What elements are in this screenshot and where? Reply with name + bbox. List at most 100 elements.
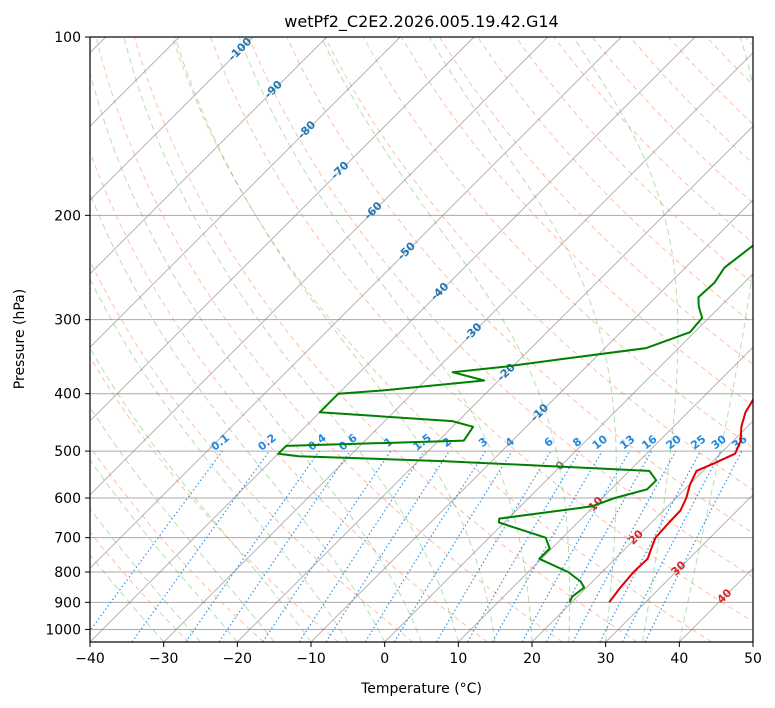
x-tick-label: 30	[597, 651, 615, 667]
dry-adiabat-line	[133, 37, 638, 642]
x-axis: −40 −30 −20 −10 0 10 20 30 40 50	[75, 642, 762, 667]
moist-adiabat-line	[572, 37, 679, 642]
mixing-ratio-line	[298, 450, 425, 642]
isotherm-line	[163, 52, 753, 642]
dry-adiabat-line	[400, 37, 753, 407]
x-tick-label: 50	[744, 651, 762, 667]
isotherm-line	[531, 420, 753, 642]
y-tick-label: 600	[54, 491, 81, 507]
mixing-ratio-line	[90, 450, 223, 632]
dry-adiabat-line	[90, 531, 190, 642]
moist-adiabat-line	[90, 192, 386, 642]
mixing-ratio-line	[325, 450, 450, 642]
isotherm-line	[752, 641, 753, 642]
x-tick-label: −10	[296, 651, 326, 667]
y-tick-label: 800	[54, 565, 81, 581]
isotherm-label: -40	[428, 280, 451, 303]
isotherm-line	[605, 494, 753, 642]
warm-isotherm-label: 30	[669, 558, 689, 578]
moist-adiabat-line	[90, 459, 238, 642]
dewpoint-profile-line	[277, 244, 753, 603]
dry-adiabat-line	[706, 37, 753, 86]
isotherm-line	[90, 37, 549, 496]
dry-adiabat-line	[438, 37, 753, 366]
moist-adiabat-line	[174, 37, 496, 642]
warm-isotherm-label: 20	[626, 527, 646, 547]
mixing-ratio-label: 8	[570, 435, 584, 450]
mixing-ratio-line	[466, 450, 580, 642]
dry-adiabat-line	[553, 37, 753, 244]
mixing-ratio-label: 13	[617, 433, 637, 453]
isotherm-lines	[90, 37, 753, 642]
dry-adiabat-line	[90, 259, 414, 642]
moist-adiabat-line	[90, 347, 312, 642]
mixing-ratio-line	[521, 450, 631, 642]
y-tick-label: 300	[54, 313, 81, 329]
y-tick-label: 700	[54, 531, 81, 547]
mixing-ratio-label: 10	[590, 432, 610, 452]
mixing-ratio-label: 3	[476, 435, 490, 450]
y-tick-label: 200	[54, 208, 81, 224]
moist-adiabat-line	[678, 37, 753, 642]
isotherm-label: -60	[362, 199, 385, 222]
isotherm-line	[90, 37, 622, 569]
moist-adiabat-line	[90, 406, 275, 642]
dry-adiabat-line	[248, 37, 753, 578]
isotherm-label: -30	[461, 320, 484, 343]
moist-adiabats	[90, 37, 753, 642]
moist-adiabat-line	[123, 37, 459, 642]
plot-area: 0.1 0.2 0.4 0.6 1 1.5 2 3 4 6 8 10 13 16 20 25 30 36-100-…	[90, 37, 753, 642]
y-tick-label: 400	[54, 387, 81, 403]
x-axis-label: Temperature (°C)	[360, 681, 482, 697]
isobar-lines	[90, 37, 753, 630]
mixing-ratio-line	[393, 450, 513, 642]
isotherm-line	[90, 37, 328, 275]
isotherm-label: -70	[328, 158, 351, 181]
mixing-ratio-line	[435, 450, 552, 642]
dry-adiabat-line	[744, 37, 753, 47]
mixing-ratio-label: 16	[639, 432, 659, 452]
isotherm-line	[310, 199, 753, 642]
isotherm-line	[90, 37, 696, 642]
x-tick-label: 10	[449, 651, 467, 667]
isotherm-line	[236, 125, 753, 642]
moist-adiabat-line	[238, 37, 533, 642]
mixing-ratio-label: 25	[688, 433, 708, 453]
mixing-ratio-label: 20	[664, 432, 684, 452]
moist-adiabat-line	[90, 70, 422, 642]
isotherm-line	[90, 37, 254, 201]
mixing-ratio-label: 0.2	[255, 431, 278, 453]
y-tick-label: 1000	[45, 622, 81, 638]
isotherm-label: -20	[495, 360, 518, 383]
y-tick-label: 500	[54, 444, 81, 460]
isotherm-label: -50	[395, 239, 418, 262]
x-tick-label: 0	[380, 651, 389, 667]
isotherm-line	[90, 37, 475, 422]
mixing-ratio-label: 30	[709, 432, 729, 452]
moist-adiabat-line	[90, 278, 349, 642]
dry-adiabat-line	[90, 150, 488, 642]
dry-adiabat-line	[90, 445, 264, 642]
x-tick-label: −20	[223, 651, 253, 667]
dry-adiabat-line	[90, 356, 339, 642]
plot-frame	[89, 36, 754, 643]
y-axis-label: Pressure (hPa)	[12, 289, 28, 389]
dry-adiabats	[90, 37, 753, 642]
x-tick-label: 40	[670, 651, 688, 667]
dry-adiabat-line	[515, 37, 753, 284]
isotherm-line	[678, 567, 753, 642]
isotherm-label: -90	[262, 78, 285, 101]
dry-adiabat-line	[171, 37, 712, 642]
mixing-ratio-line	[572, 450, 677, 642]
temperature-profile-line	[608, 397, 753, 603]
mixing-ratio-line	[599, 450, 702, 642]
dry-adiabat-line	[591, 37, 753, 204]
dry-adiabat-line	[210, 37, 753, 623]
mixing-ratio-line	[185, 450, 320, 642]
dry-adiabat-line	[95, 37, 563, 642]
mixing-ratio-label: 0.6	[336, 431, 360, 453]
mixing-ratio-line	[364, 450, 486, 642]
